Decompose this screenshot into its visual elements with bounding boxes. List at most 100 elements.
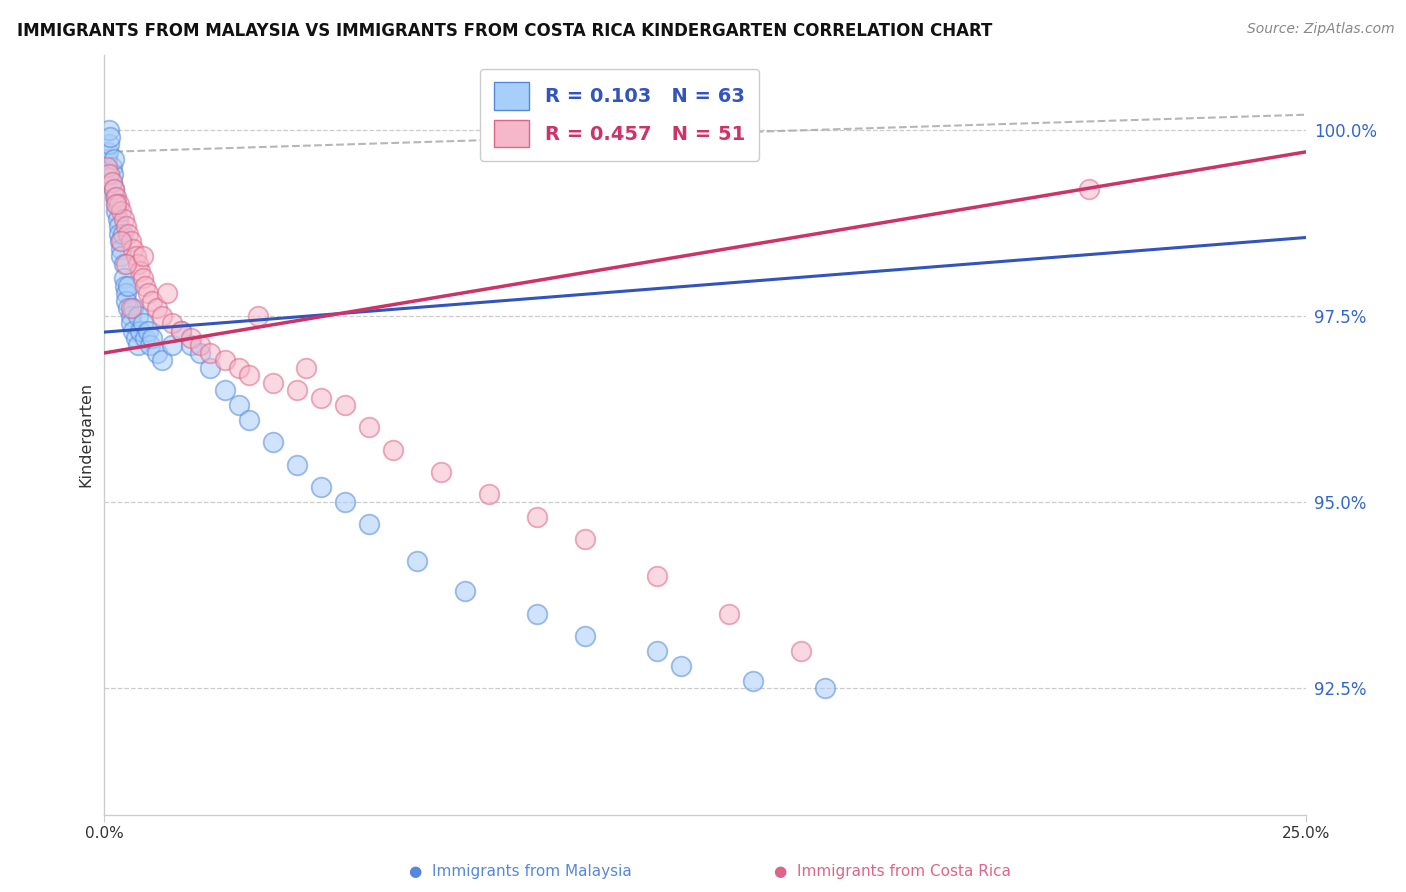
Point	[170, 324, 193, 338]
Point	[214, 383, 236, 397]
Point	[139, 338, 162, 352]
Point	[309, 480, 332, 494]
Point	[103, 153, 125, 167]
Point	[110, 242, 132, 256]
Point	[98, 130, 121, 145]
Point	[127, 257, 149, 271]
Y-axis label: Kindergarten: Kindergarten	[79, 383, 93, 487]
Text: Source: ZipAtlas.com: Source: ZipAtlas.com	[1247, 22, 1395, 37]
Point	[262, 435, 284, 450]
Point	[141, 293, 163, 308]
Point	[98, 122, 121, 136]
Point	[127, 309, 149, 323]
Point	[238, 413, 260, 427]
Point	[405, 554, 427, 568]
Point	[814, 681, 837, 695]
Point	[108, 234, 131, 248]
Point	[146, 301, 169, 316]
Point	[333, 495, 356, 509]
Point	[120, 234, 142, 248]
Point	[107, 197, 129, 211]
Point	[96, 160, 118, 174]
Point	[120, 316, 142, 330]
Point	[669, 658, 692, 673]
Point	[429, 465, 451, 479]
Point	[105, 197, 128, 211]
Point	[134, 331, 156, 345]
Text: IMMIGRANTS FROM MALAYSIA VS IMMIGRANTS FROM COSTA RICA KINDERGARTEN CORRELATION : IMMIGRANTS FROM MALAYSIA VS IMMIGRANTS F…	[17, 22, 993, 40]
Text: ●  Immigrants from Malaysia: ● Immigrants from Malaysia	[409, 863, 631, 879]
Point	[122, 301, 145, 316]
Point	[150, 353, 173, 368]
Point	[115, 257, 138, 271]
Point	[574, 629, 596, 643]
Point	[262, 376, 284, 390]
Point	[132, 316, 155, 330]
Point	[247, 309, 270, 323]
Point	[132, 249, 155, 263]
Point	[357, 517, 380, 532]
Point	[104, 189, 127, 203]
Point	[190, 338, 212, 352]
Point	[180, 338, 202, 352]
Point	[1078, 182, 1101, 196]
Point	[309, 391, 332, 405]
Point	[190, 346, 212, 360]
Point	[101, 167, 124, 181]
Point	[100, 175, 122, 189]
Point	[718, 607, 741, 621]
Point	[103, 182, 125, 196]
Point	[136, 324, 159, 338]
Point	[124, 331, 146, 345]
Point	[141, 331, 163, 345]
Point	[381, 442, 404, 457]
Text: ●  Immigrants from Costa Rica: ● Immigrants from Costa Rica	[775, 863, 1011, 879]
Point	[127, 338, 149, 352]
Point	[180, 331, 202, 345]
Point	[122, 324, 145, 338]
Point	[107, 219, 129, 234]
Point	[132, 271, 155, 285]
Point	[98, 167, 121, 181]
Point	[526, 509, 548, 524]
Point	[114, 279, 136, 293]
Point	[124, 249, 146, 263]
Point	[645, 569, 668, 583]
Point	[96, 153, 118, 167]
Point	[295, 360, 318, 375]
Point	[120, 301, 142, 316]
Point	[198, 346, 221, 360]
Point	[238, 368, 260, 383]
Point	[156, 286, 179, 301]
Legend: R = 0.103   N = 63, R = 0.457   N = 51: R = 0.103 N = 63, R = 0.457 N = 51	[481, 69, 758, 161]
Point	[115, 219, 138, 234]
Point	[129, 324, 152, 338]
Point	[110, 249, 132, 263]
Point	[117, 279, 139, 293]
Point	[333, 398, 356, 412]
Point	[100, 160, 122, 174]
Point	[107, 211, 129, 226]
Point	[160, 338, 183, 352]
Point	[454, 584, 477, 599]
Point	[115, 293, 138, 308]
Point	[112, 257, 135, 271]
Point	[285, 458, 308, 472]
Point	[742, 673, 765, 688]
Point	[110, 234, 132, 248]
Point	[97, 145, 120, 159]
Point	[214, 353, 236, 368]
Point	[146, 346, 169, 360]
Point	[111, 227, 134, 241]
Point	[574, 532, 596, 546]
Point	[170, 324, 193, 338]
Point	[100, 175, 122, 189]
Point	[228, 360, 250, 375]
Point	[160, 316, 183, 330]
Point	[117, 227, 139, 241]
Point	[115, 286, 138, 301]
Point	[98, 137, 121, 152]
Point	[112, 271, 135, 285]
Point	[105, 204, 128, 219]
Point	[645, 644, 668, 658]
